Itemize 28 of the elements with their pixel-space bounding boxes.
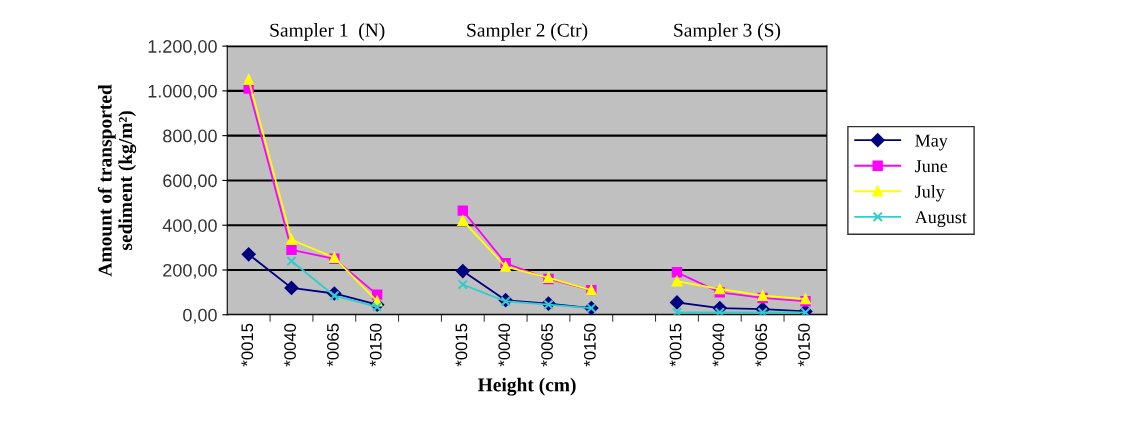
y-axis-title: Amount of transported sediment (kg/m²) bbox=[97, 84, 137, 277]
x-tick-label: *0065 bbox=[327, 323, 339, 367]
y-tick-label: 1.200,00 bbox=[148, 40, 217, 55]
x-tick-label: *0065 bbox=[755, 323, 768, 367]
legend-label: May bbox=[915, 134, 948, 151]
legend-label: July bbox=[915, 185, 945, 202]
text: Sampler 2 (Ctr) bbox=[467, 23, 588, 41]
y-tick-label: 1.000,00 bbox=[148, 84, 217, 100]
y-tick-label: 600,00 bbox=[163, 174, 217, 190]
x-tick-label: *0150 bbox=[798, 323, 810, 367]
x-tick-label: *0015 bbox=[455, 323, 468, 367]
x-tick-label: *0015 bbox=[669, 323, 682, 367]
y-tick-label: 200,00 bbox=[163, 263, 217, 279]
x-axis-title: Height (cm) bbox=[477, 377, 576, 396]
x-tick-label: *0065 bbox=[541, 323, 553, 367]
y-tick-label: 800,00 bbox=[163, 129, 217, 145]
text: Sampler 3 (S) bbox=[674, 23, 781, 41]
x-tick-label: *0040 bbox=[712, 323, 725, 367]
y-tick-label: 0,00 bbox=[183, 308, 217, 324]
legend-label: June bbox=[915, 160, 948, 173]
x-tick-label: *0150 bbox=[369, 323, 382, 367]
x-tick-label: *0040 bbox=[284, 323, 296, 367]
x-tick-label: *0150 bbox=[583, 323, 596, 367]
x-tick-label: *0015 bbox=[241, 323, 254, 367]
legend-label: August bbox=[914, 211, 967, 228]
y-tick-label: 400,00 bbox=[162, 219, 217, 235]
x-tick-label: *0040 bbox=[498, 323, 511, 367]
text: Sampler 1 (N) bbox=[270, 23, 385, 41]
